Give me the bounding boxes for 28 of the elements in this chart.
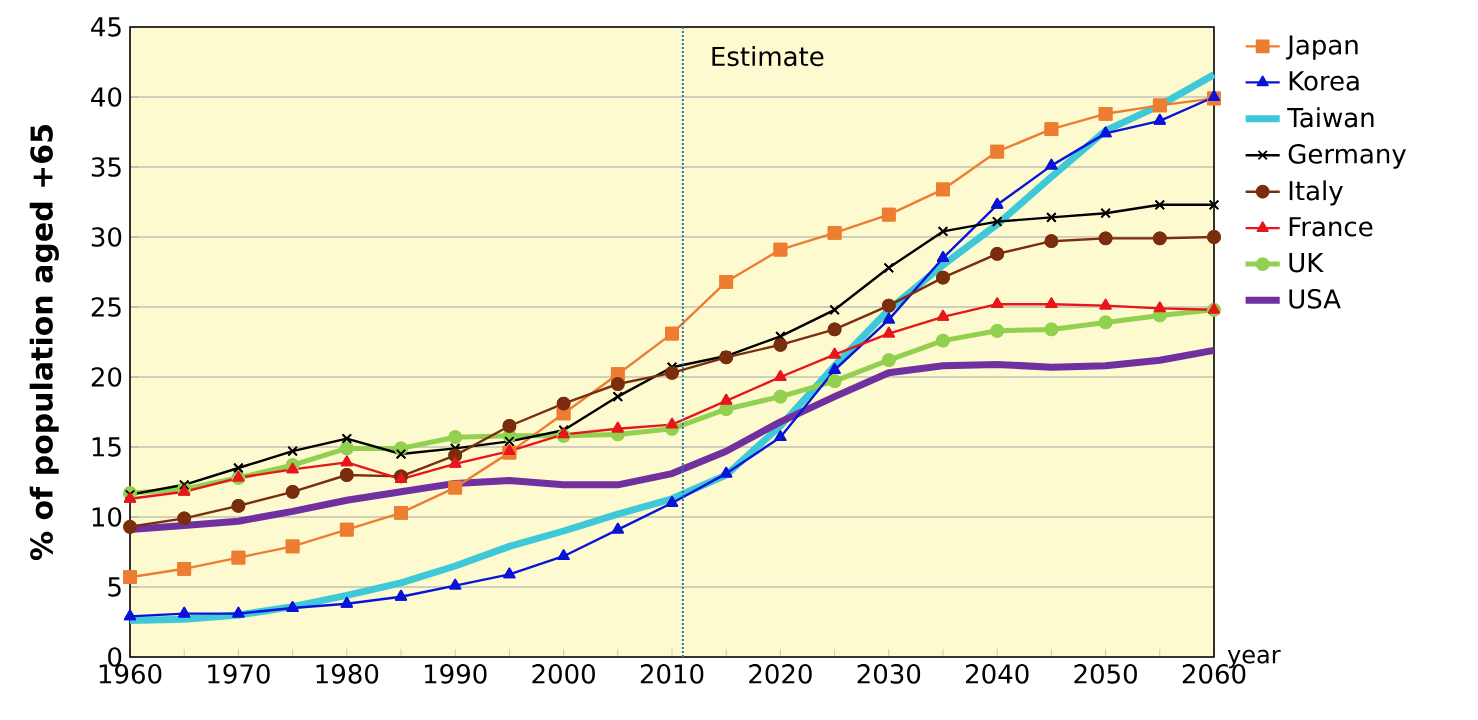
x-tick-label: 2030 bbox=[857, 664, 921, 684]
legend-label: USA bbox=[1289, 289, 1341, 309]
x-tick-label: 1980 bbox=[316, 664, 379, 684]
legend-label: Italy bbox=[1289, 180, 1343, 206]
x-tick-label: 2040 bbox=[966, 664, 1029, 684]
x-tick-label: 2020 bbox=[749, 664, 812, 684]
y-tick-label: 20 bbox=[91, 367, 122, 387]
x-tick-label: 1990 bbox=[424, 664, 487, 684]
y-tick-label: 15 bbox=[92, 437, 121, 457]
y-tick-label: 35 bbox=[91, 157, 121, 177]
ref-line-label: Estimate bbox=[712, 46, 824, 67]
legend-label: Japan bbox=[1285, 35, 1358, 60]
x-tick-label: 2000 bbox=[532, 664, 595, 684]
x-tick-label: 2010 bbox=[640, 664, 704, 684]
y-axis-title: % of population aged +65 bbox=[29, 125, 59, 561]
x-tick-label: 2050 bbox=[1074, 664, 1137, 684]
y-tick-label: 10 bbox=[92, 507, 122, 527]
y-tick-label: 5 bbox=[108, 577, 121, 597]
legend-label: UK bbox=[1289, 253, 1324, 273]
x-tick-label: 1970 bbox=[208, 664, 270, 684]
y-tick-label: 25 bbox=[91, 297, 121, 317]
legend-label: Germany bbox=[1288, 144, 1406, 169]
legend-label: Taiwan bbox=[1287, 107, 1374, 128]
y-tick-label: 40 bbox=[91, 87, 122, 107]
y-tick-label: 45 bbox=[91, 17, 121, 37]
y-tick-label: 30 bbox=[91, 227, 122, 247]
legend-label: France bbox=[1289, 217, 1373, 237]
legend-label: Korea bbox=[1289, 71, 1359, 91]
